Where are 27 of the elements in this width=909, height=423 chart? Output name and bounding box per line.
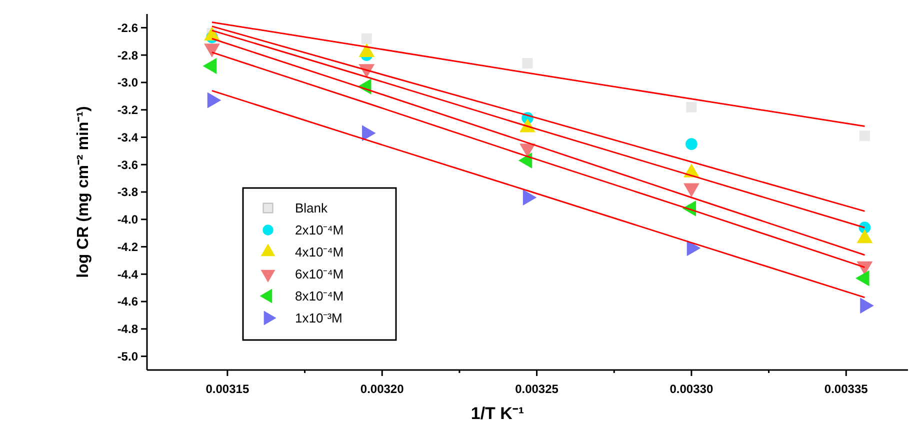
x-tick-label: 0.00320 <box>360 382 404 396</box>
x-tick-label: 0.00325 <box>515 382 559 396</box>
y-axis-title: log CR (mg cm⁻² min⁻¹) <box>75 106 92 278</box>
y-tick-label: -4.6 <box>117 294 138 309</box>
y-tick-label: -4.4 <box>117 267 138 282</box>
y-tick-label: -3.8 <box>117 185 138 200</box>
y-tick-label: -4.8 <box>117 322 138 336</box>
x-axis-title: 1/T K⁻¹ <box>470 404 524 423</box>
y-tick-label: -3.2 <box>117 103 138 118</box>
y-tick-label: -4.0 <box>117 212 138 227</box>
y-tick-label: -3.6 <box>117 158 138 172</box>
legend-label: 4x10⁻⁴M <box>295 244 344 260</box>
y-tick-label: -2.8 <box>117 48 138 62</box>
x-tick-label: 0.00330 <box>670 382 714 396</box>
y-tick-label: -3.0 <box>117 76 138 90</box>
legend-label: 8x10⁻⁴M <box>295 288 344 304</box>
legend-label: 6x10⁻⁴M <box>295 266 344 282</box>
legend-label: 2x10⁻⁴M <box>295 222 344 238</box>
y-tick-label: -3.4 <box>117 130 138 144</box>
y-tick-label: -5.0 <box>117 350 138 364</box>
y-tick-label: -2.6 <box>117 20 138 35</box>
x-tick-label: 0.00315 <box>206 382 250 396</box>
line-series <box>211 21 866 128</box>
y-tick-label: -4.2 <box>117 240 138 254</box>
x-tick-label: 0.00335 <box>824 382 868 396</box>
legend-label: 1x10⁻³M <box>295 310 342 326</box>
legend-label: Blank <box>295 200 328 216</box>
